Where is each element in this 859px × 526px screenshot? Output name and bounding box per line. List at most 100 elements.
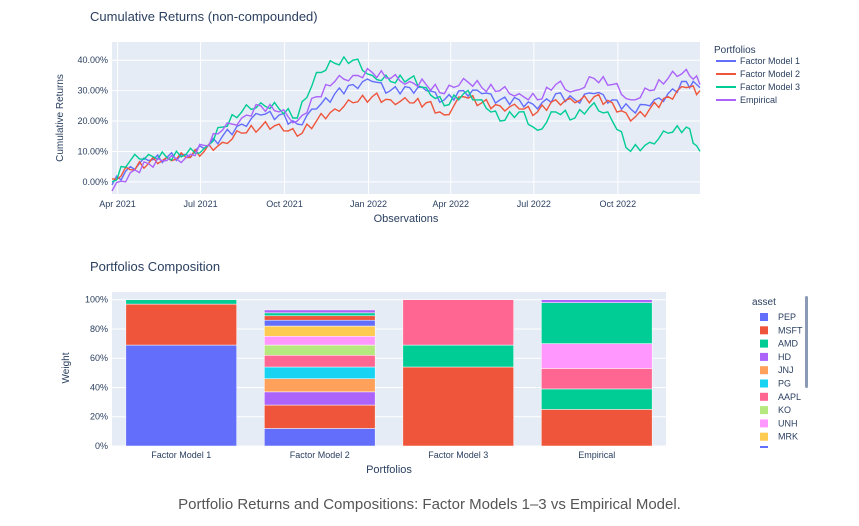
legend-swatch (760, 419, 768, 428)
bar-segment-msft[interactable] (402, 366, 514, 447)
legend-item-empirical[interactable]: Empirical (716, 95, 777, 105)
bar-segment-aapl[interactable] (402, 299, 514, 346)
returns-y-tick-label: 10.00% (77, 146, 108, 156)
legend-item-pg[interactable]: PG (760, 379, 791, 389)
bar-segment-msft[interactable] (264, 404, 376, 429)
composition-y-tick-label: 20% (90, 412, 108, 422)
legend-scrollbar[interactable] (805, 296, 808, 388)
composition-y-tick-label: 60% (90, 353, 108, 363)
returns-x-tick-label: Apr 2022 (432, 199, 469, 209)
legend-item-factor-model-3[interactable]: Factor Model 3 (716, 82, 800, 92)
legend-label: MSFT (778, 325, 803, 335)
legend-swatch (760, 313, 768, 321)
figure-caption: Portfolio Returns and Compositions: Fact… (178, 496, 681, 513)
composition-x-tick-label: Factor Model 1 (151, 450, 211, 460)
bar-segment-other[interactable] (264, 309, 376, 314)
legend-swatch (760, 432, 768, 441)
bar-segment-other[interactable] (264, 315, 376, 321)
legend-label: Factor Model 2 (740, 69, 800, 79)
figure-canvas: Cumulative Returns (non-compounded) 0.00… (55, 9, 808, 476)
legend-item-mrk[interactable]: MRK (760, 432, 798, 442)
returns-y-tick-label: 0.00% (82, 177, 108, 187)
bar-segment-other[interactable] (264, 319, 376, 327)
legend-label: UNH (778, 418, 798, 428)
returns-legend-title: Portfolios (714, 45, 756, 56)
legend-item-factor-model-1[interactable]: Factor Model 1 (716, 56, 800, 66)
bar-segment-aapl[interactable] (264, 355, 376, 368)
composition-x-tick-label: Empirical (578, 450, 615, 460)
composition-chart-title: Portfolios Composition (90, 259, 220, 274)
legend-swatch (760, 379, 768, 388)
composition-y-tick-label: 0% (95, 441, 108, 451)
bar-segment-pg[interactable] (264, 366, 376, 379)
legend-item-factor-model-2[interactable]: Factor Model 2 (716, 69, 800, 79)
bar-segment-mrk[interactable] (264, 325, 376, 337)
bar-segment-msft[interactable] (125, 303, 237, 346)
bar-segment-other[interactable] (541, 299, 653, 303)
bar-segment-aapl[interactable] (541, 368, 653, 390)
legend-swatch (760, 406, 768, 415)
legend-label: AMD (778, 339, 799, 349)
series-line-empirical[interactable] (111, 67, 701, 192)
legend-item-unh[interactable]: UNH (760, 418, 798, 428)
bar-segment-other[interactable] (264, 312, 376, 317)
legend-label: Factor Model 3 (740, 82, 800, 92)
returns-x-tick-label: Apr 2021 (99, 199, 136, 209)
bar-segment-msft[interactable] (541, 409, 653, 447)
composition-x-tick-label: Factor Model 2 (290, 450, 350, 460)
legend-label: MRK (778, 432, 798, 442)
legend-label: Factor Model 1 (740, 56, 800, 66)
bar-segment-amd[interactable] (541, 388, 653, 410)
legend-item-ko[interactable]: KO (760, 405, 791, 415)
bar-segment-amd[interactable] (125, 299, 237, 305)
series-line-factor-model-2[interactable] (111, 85, 701, 181)
composition-y-tick-label: 100% (85, 295, 108, 305)
legend-swatch (760, 326, 768, 335)
returns-x-tick-label: Jul 2022 (517, 199, 551, 209)
legend-label: HD (778, 352, 791, 362)
composition-y-tick-label: 40% (90, 382, 108, 392)
bar-segment-pep[interactable] (264, 428, 376, 447)
bar-segment-ko[interactable] (264, 344, 376, 356)
bar-segment-hd[interactable] (264, 391, 376, 406)
bar-segment-jnj[interactable] (264, 378, 376, 393)
returns-x-tick-label: Jul 2021 (184, 199, 218, 209)
returns-x-tick-label: Oct 2021 (266, 199, 303, 209)
returns-x-tick-label: Jan 2022 (350, 199, 387, 209)
legend-label: Empirical (740, 95, 777, 105)
returns-y-axis-label: Cumulative Returns (55, 74, 66, 162)
legend-item-amd[interactable]: AMD (760, 339, 799, 349)
returns-y-tick-label: 40.00% (77, 55, 108, 65)
bar-segment-pep[interactable] (125, 344, 237, 447)
returns-y-tick-label: 30.00% (77, 86, 108, 96)
legend-swatch (760, 339, 768, 348)
returns-x-axis-label: Observations (374, 213, 439, 225)
legend-label: JNJ (778, 365, 794, 375)
legend-swatch (760, 366, 768, 375)
legend-item-jnj[interactable]: JNJ (760, 365, 794, 375)
legend-item-pep[interactable]: PEP (760, 312, 796, 322)
legend-label: PEP (778, 312, 796, 322)
composition-y-axis-label: Weight (61, 352, 72, 383)
returns-y-tick-label: 20.00% (77, 116, 108, 126)
legend-swatch-clipped (760, 446, 768, 448)
composition-x-axis-label: Portfolios (366, 464, 412, 476)
returns-chart-title: Cumulative Returns (non-compounded) (90, 9, 318, 24)
composition-x-tick-label: Factor Model 3 (428, 450, 488, 460)
bar-segment-unh[interactable] (541, 343, 653, 369)
returns-plot-area (112, 42, 700, 194)
composition-y-tick-label: 80% (90, 324, 108, 334)
legend-swatch (760, 352, 768, 361)
composition-legend-title: asset (752, 297, 776, 308)
bar-segment-amd[interactable] (402, 344, 514, 368)
legend-item-hd[interactable]: HD (760, 352, 791, 362)
returns-x-tick-label: Oct 2022 (600, 199, 637, 209)
legend-label: KO (778, 405, 791, 415)
bar-segment-other[interactable] (541, 302, 653, 344)
legend-label: AAPL (778, 392, 801, 402)
legend-item-msft[interactable]: MSFT (760, 325, 803, 335)
legend-label: PG (778, 379, 791, 389)
legend-swatch (760, 392, 768, 401)
bar-segment-unh[interactable] (264, 336, 376, 346)
legend-item-aapl[interactable]: AAPL (760, 392, 801, 402)
